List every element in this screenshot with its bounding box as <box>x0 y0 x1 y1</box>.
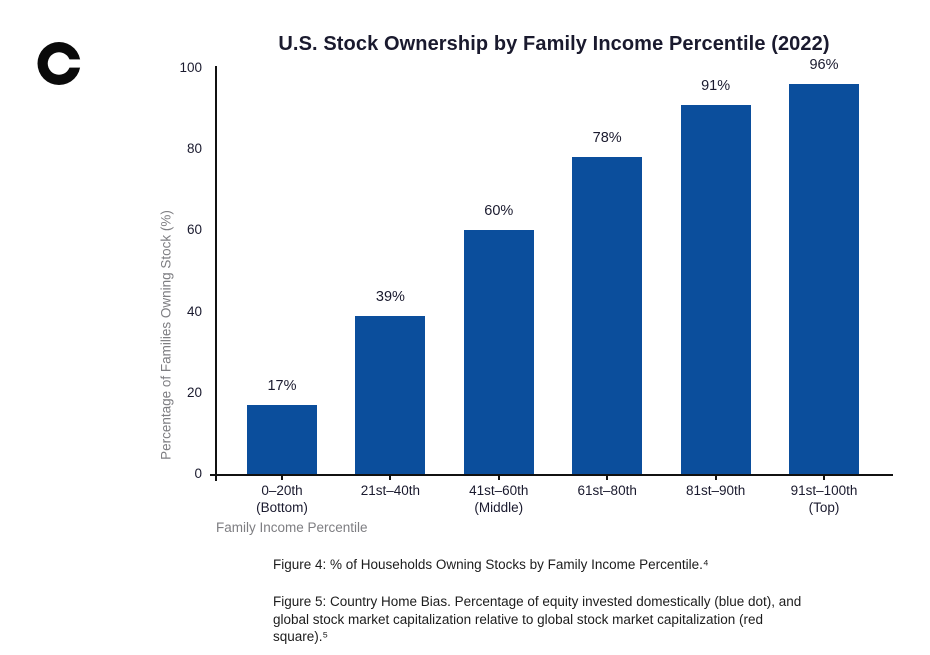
bar-value-label: 17% <box>267 378 297 394</box>
x-axis-line <box>210 474 893 476</box>
bar-value-label: 96% <box>809 57 839 73</box>
bar-value-label: 91% <box>701 78 731 94</box>
x-category-label: 61st–80th <box>577 483 637 498</box>
x-axis-tick <box>389 476 392 480</box>
bar <box>789 84 859 474</box>
y-tick-label: 80 <box>186 141 202 157</box>
bar-value-label: 78% <box>592 130 622 146</box>
x-category-label: 41st–60th (Middle) <box>469 483 529 515</box>
x-axis-tick <box>823 476 825 480</box>
figure-5-caption: Figure 5: Country Home Bias. Percentage … <box>273 594 802 644</box>
y-tick-label: 60 <box>186 222 202 238</box>
x-axis-tick <box>497 476 500 480</box>
chart-title: U.S. Stock Ownership by Family Income Pe… <box>278 33 830 55</box>
bar <box>463 230 534 474</box>
bar <box>572 157 643 474</box>
bar <box>355 316 426 474</box>
x-category-label: 21st–40th <box>360 483 421 498</box>
y-axis-title: Percentage of Families Owning Stock (%) <box>158 210 174 460</box>
bar-value-label: 60% <box>484 203 514 219</box>
bar <box>247 405 317 474</box>
figure-4-caption: Figure 4: % of Households Owning Stocks … <box>273 557 709 572</box>
y-tick-label: 0 <box>194 466 202 481</box>
x-axis-tick <box>606 476 609 480</box>
bar-value-label: 39% <box>375 289 405 305</box>
x-axis-title: Family Income Percentile <box>216 520 368 535</box>
x-axis-tick <box>714 476 717 480</box>
x-category-label: 91st–100th (Top) <box>790 483 858 515</box>
plot-area: 17% 0–20th (Bottom) 39% 21st–40th 60% 41st–60… <box>179 57 892 515</box>
y-tick-label: 40 <box>186 303 202 319</box>
c-mark-logo-icon <box>37 42 81 85</box>
y-tick-label: 100 <box>179 60 202 75</box>
x-axis-tick <box>281 476 283 480</box>
y-tick-label: 20 <box>186 384 202 400</box>
bar <box>680 105 751 474</box>
x-category-label: 0–20th (Bottom) <box>256 483 308 515</box>
x-category-label: 81st–90th <box>685 483 746 498</box>
y-axis-line <box>215 66 217 481</box>
